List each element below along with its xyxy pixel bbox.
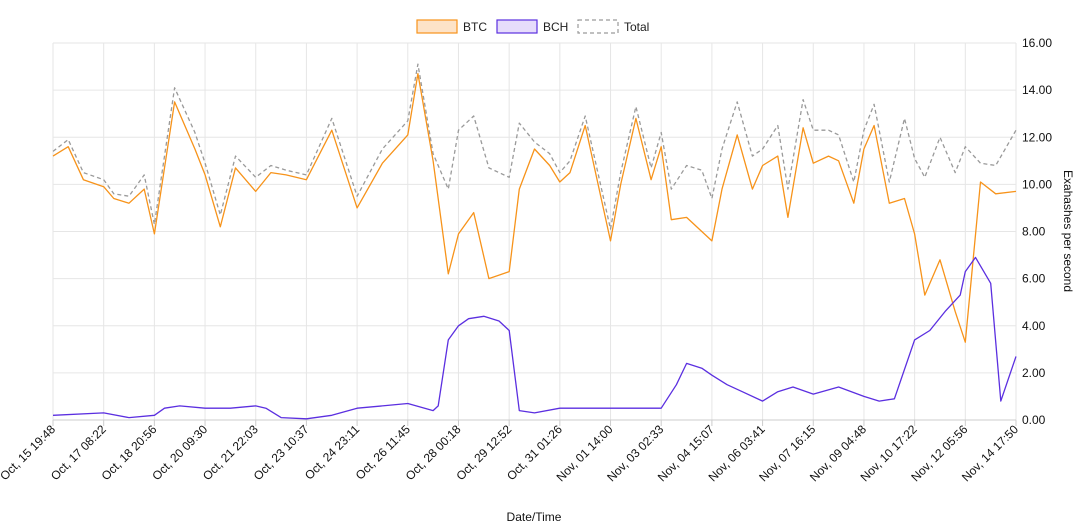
- x-axis-title: Date/Time: [507, 510, 562, 524]
- legend-label-total: Total: [624, 20, 649, 34]
- legend-item-btc[interactable]: BTC: [416, 19, 487, 34]
- y-axis-title: Exahashes per second: [1061, 170, 1075, 292]
- y-tick-label: 4.00: [1022, 319, 1046, 333]
- y-tick-label: 6.00: [1022, 272, 1046, 286]
- y-tick-label: 10.00: [1022, 177, 1052, 191]
- y-axis-ticks: 0.00 2.00 4.00 6.00 8.00 10.00 12.00 14.00 16.00: [1022, 36, 1052, 427]
- legend-swatch-bch: [496, 19, 538, 34]
- y-tick-label: 14.00: [1022, 83, 1052, 97]
- y-tick-label: 2.00: [1022, 366, 1046, 380]
- y-tick-label: 12.00: [1022, 130, 1052, 144]
- legend-label-bch: BCH: [543, 20, 568, 34]
- y-tick-label: 0.00: [1022, 413, 1046, 427]
- legend-swatch-btc: [416, 19, 458, 34]
- series-line-bch: [52, 256, 1017, 420]
- legend[interactable]: BTC BCH Total: [416, 19, 649, 34]
- series-line-btc: [52, 72, 1017, 343]
- y-tick-label: 8.00: [1022, 225, 1046, 239]
- grid: [52, 42, 1017, 426]
- legend-item-total[interactable]: Total: [577, 19, 649, 34]
- legend-swatch-total: [577, 19, 619, 34]
- series-line-total: [52, 63, 1017, 230]
- legend-label-btc: BTC: [463, 20, 487, 34]
- legend-item-bch[interactable]: BCH: [496, 19, 568, 34]
- series-lines: [52, 63, 1017, 420]
- y-tick-label: 16.00: [1022, 36, 1052, 50]
